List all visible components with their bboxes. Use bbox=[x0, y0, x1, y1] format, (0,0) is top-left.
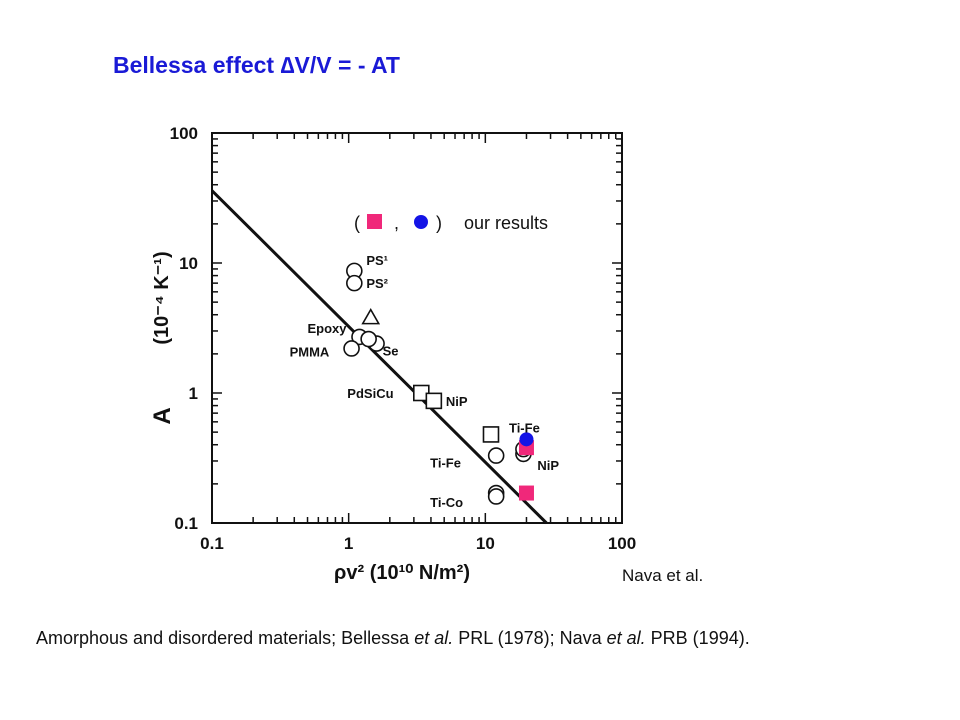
caption-text-3: PRB (1994). bbox=[645, 628, 750, 648]
data-point-open-circle bbox=[343, 340, 360, 357]
data-point-label: PS² bbox=[366, 276, 388, 291]
caption-text-1: Amorphous and disordered materials; Bell… bbox=[36, 628, 415, 648]
y-axis-label: (10⁻⁴ K⁻¹) bbox=[151, 251, 173, 344]
data-point-open-triangle bbox=[361, 308, 381, 325]
legend-open-paren: ( bbox=[354, 213, 360, 233]
data-point-label: NiP bbox=[446, 394, 468, 409]
y-tick-label: 0.1 bbox=[174, 514, 198, 533]
caption: Amorphous and disordered materials; Bell… bbox=[36, 624, 916, 652]
x-tick-label: 0.1 bbox=[200, 534, 224, 553]
source-credit: Nava et al. bbox=[622, 566, 704, 585]
data-point-our-square bbox=[518, 485, 534, 501]
data-point-open-circle bbox=[360, 330, 377, 348]
caption-text-2: PRL (1978); Nava bbox=[453, 628, 607, 648]
fit-line bbox=[210, 189, 548, 525]
y-axis-symbol: A bbox=[149, 407, 176, 424]
legend-comma: , bbox=[394, 213, 399, 233]
legend-label: our results bbox=[464, 213, 548, 233]
x-tick-label: 100 bbox=[608, 534, 636, 553]
data-point-open-circle bbox=[487, 447, 505, 464]
data-point-label: Ti-Fe bbox=[430, 456, 461, 471]
data-point-label: Epoxy bbox=[307, 321, 347, 336]
caption-et-al-1: et al. bbox=[414, 628, 454, 648]
x-tick-label: 10 bbox=[476, 534, 495, 553]
y-tick-label: 10 bbox=[179, 254, 198, 273]
data-point-label: NiP bbox=[537, 458, 559, 473]
data-point-open-circle bbox=[487, 488, 505, 505]
data-point-label: Ti-Co bbox=[430, 495, 463, 510]
data-point-our-circle bbox=[519, 432, 534, 447]
y-tick-label: 100 bbox=[170, 124, 198, 143]
x-tick-label: 1 bbox=[344, 534, 353, 553]
y-tick-label: 1 bbox=[189, 384, 198, 403]
legend-close-paren: ) bbox=[436, 213, 442, 233]
plot-frame bbox=[211, 132, 623, 524]
caption-et-al-2: et al. bbox=[606, 628, 646, 648]
data-point-label: PdSiCu bbox=[347, 386, 393, 401]
data-point-label: Ti-Fe bbox=[509, 420, 540, 435]
data-point-label: Se bbox=[383, 344, 399, 359]
data-point-open-circle bbox=[346, 274, 363, 292]
x-axis-label: ρv² (10¹⁰ N/m²) bbox=[334, 562, 470, 584]
legend-our-square-marker bbox=[367, 214, 382, 229]
data-point-open-square bbox=[482, 426, 500, 443]
data-point-label: PS¹ bbox=[366, 253, 388, 268]
data-point-open-square bbox=[425, 392, 443, 410]
slide-title: Bellessa effect ∆V/V = - AT bbox=[113, 52, 400, 78]
data-point-label: PMMA bbox=[290, 344, 330, 359]
legend-our-circle-marker bbox=[414, 215, 428, 229]
